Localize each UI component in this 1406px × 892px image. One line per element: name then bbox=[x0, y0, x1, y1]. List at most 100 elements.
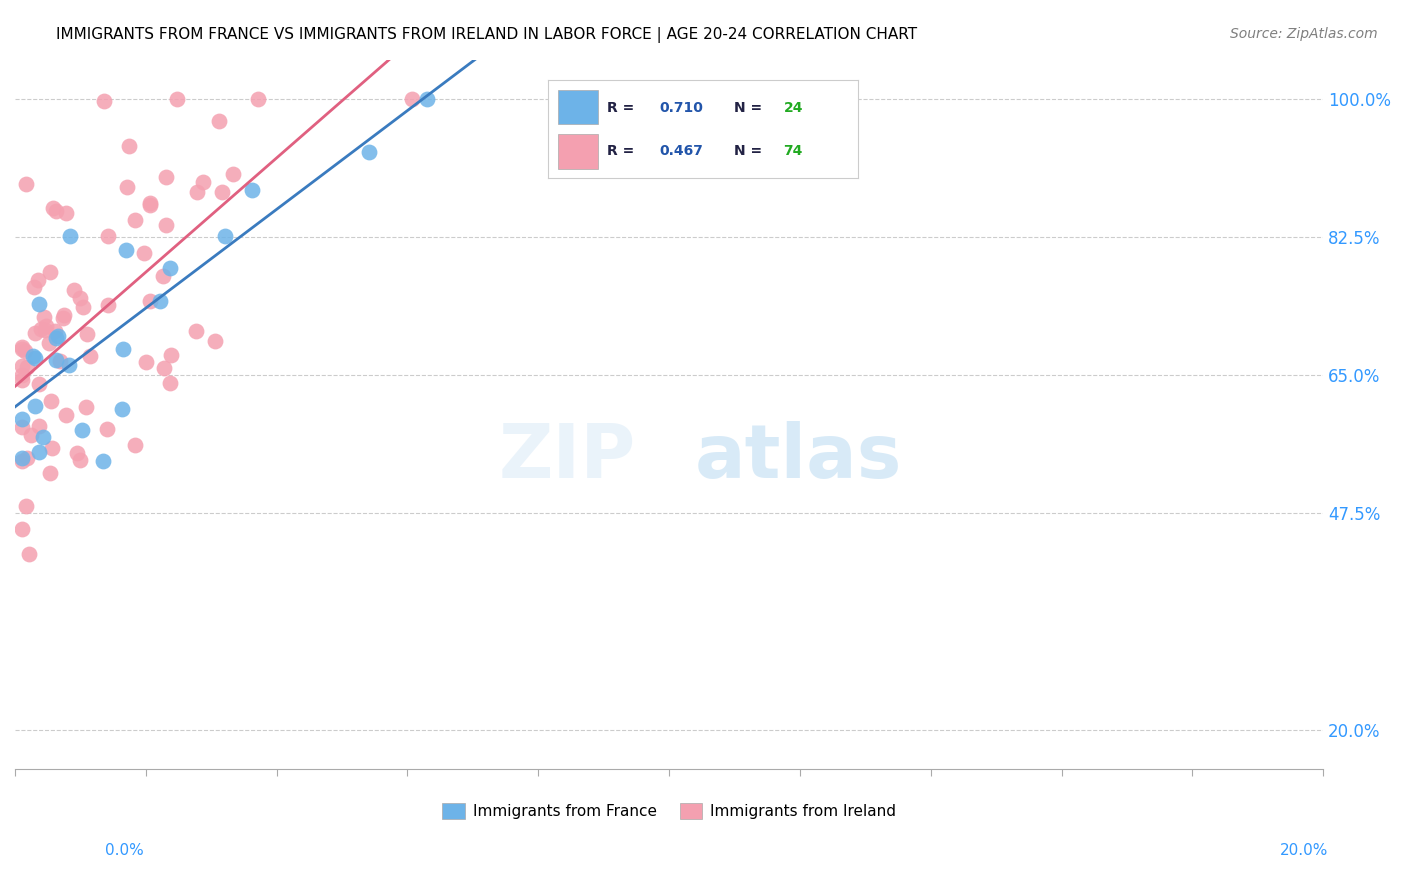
Point bbox=[401, 92, 423, 106]
Point bbox=[70, 423, 93, 437]
Bar bbox=[558, 90, 598, 124]
Point bbox=[34, 323, 56, 337]
Text: Source: ZipAtlas.com: Source: ZipAtlas.com bbox=[1230, 27, 1378, 41]
Point bbox=[44, 325, 66, 339]
Point bbox=[18, 547, 41, 561]
Point bbox=[112, 342, 135, 356]
Point bbox=[97, 228, 120, 243]
Point bbox=[49, 354, 72, 368]
Text: 0.467: 0.467 bbox=[659, 144, 703, 158]
Point bbox=[184, 324, 207, 338]
Point bbox=[416, 92, 439, 106]
Point bbox=[38, 336, 60, 351]
Point bbox=[24, 351, 46, 366]
Point bbox=[15, 451, 38, 466]
Point bbox=[72, 300, 94, 314]
Point bbox=[10, 412, 32, 426]
Point bbox=[28, 377, 51, 392]
Point bbox=[45, 204, 67, 219]
Point bbox=[153, 360, 176, 375]
Point bbox=[15, 360, 38, 375]
Point bbox=[14, 344, 37, 359]
Point bbox=[191, 175, 214, 189]
Point bbox=[160, 348, 183, 362]
Text: R =: R = bbox=[607, 101, 640, 115]
Point bbox=[41, 202, 63, 216]
Point bbox=[30, 322, 52, 336]
Point bbox=[15, 499, 38, 513]
Point bbox=[20, 428, 42, 442]
Point bbox=[93, 94, 115, 108]
Text: N =: N = bbox=[734, 101, 766, 115]
Point bbox=[24, 326, 46, 340]
Text: 0.710: 0.710 bbox=[659, 101, 703, 115]
Point bbox=[62, 283, 84, 297]
Point bbox=[41, 441, 63, 455]
Point bbox=[11, 342, 34, 356]
Point bbox=[11, 359, 34, 373]
Point bbox=[149, 294, 172, 309]
Point bbox=[69, 291, 91, 305]
Point bbox=[91, 454, 114, 468]
Point bbox=[32, 430, 55, 444]
Point bbox=[96, 422, 118, 436]
Text: 24: 24 bbox=[783, 101, 803, 115]
Point bbox=[211, 185, 233, 199]
Point bbox=[27, 273, 49, 287]
Text: atlas: atlas bbox=[695, 420, 903, 493]
Point bbox=[186, 186, 208, 200]
Point bbox=[155, 170, 177, 185]
Point bbox=[166, 92, 188, 106]
Point bbox=[97, 298, 120, 312]
Point bbox=[10, 368, 32, 383]
Point bbox=[222, 167, 245, 181]
Text: N =: N = bbox=[734, 144, 766, 158]
Point bbox=[117, 179, 139, 194]
Point bbox=[21, 349, 44, 363]
Point bbox=[159, 376, 181, 390]
Point bbox=[359, 145, 381, 160]
Point bbox=[111, 401, 134, 416]
Point bbox=[59, 229, 82, 244]
Point bbox=[10, 420, 32, 434]
Point bbox=[53, 308, 76, 322]
Point bbox=[39, 265, 62, 279]
Point bbox=[124, 213, 146, 227]
Point bbox=[66, 446, 89, 460]
Point bbox=[115, 243, 138, 257]
Point bbox=[139, 198, 162, 212]
Point bbox=[69, 453, 91, 467]
Point bbox=[139, 196, 162, 211]
Point bbox=[208, 114, 231, 128]
Point bbox=[76, 326, 98, 341]
Point bbox=[152, 268, 174, 283]
Point bbox=[28, 444, 51, 458]
Point bbox=[11, 453, 34, 467]
Point bbox=[132, 246, 155, 260]
Text: 20.0%: 20.0% bbox=[1281, 843, 1329, 858]
Point bbox=[247, 92, 270, 106]
Text: IMMIGRANTS FROM FRANCE VS IMMIGRANTS FROM IRELAND IN LABOR FORCE | AGE 20-24 COR: IMMIGRANTS FROM FRANCE VS IMMIGRANTS FRO… bbox=[56, 27, 917, 43]
Point bbox=[14, 177, 37, 191]
Point bbox=[22, 279, 45, 293]
Bar bbox=[558, 134, 598, 169]
Point bbox=[38, 467, 60, 481]
Text: R =: R = bbox=[607, 144, 640, 158]
Point bbox=[139, 293, 162, 308]
Point bbox=[155, 218, 177, 232]
Point bbox=[75, 401, 97, 415]
Point bbox=[10, 340, 32, 354]
Point bbox=[27, 297, 49, 311]
Point bbox=[79, 349, 101, 363]
Point bbox=[214, 229, 236, 244]
Point bbox=[46, 328, 69, 343]
Point bbox=[45, 353, 67, 368]
Point bbox=[204, 334, 226, 348]
Point bbox=[28, 419, 51, 434]
Point bbox=[44, 331, 66, 345]
Point bbox=[118, 138, 141, 153]
Point bbox=[135, 355, 157, 369]
Point bbox=[159, 261, 181, 276]
Point bbox=[240, 183, 263, 197]
Point bbox=[32, 310, 55, 324]
